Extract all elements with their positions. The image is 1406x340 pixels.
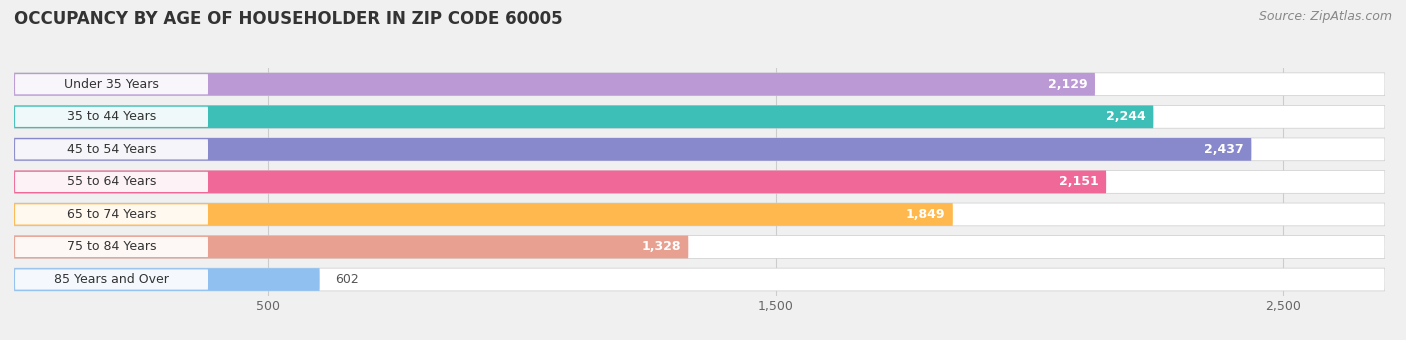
Text: OCCUPANCY BY AGE OF HOUSEHOLDER IN ZIP CODE 60005: OCCUPANCY BY AGE OF HOUSEHOLDER IN ZIP C… [14, 10, 562, 28]
Text: 2,437: 2,437 [1204, 143, 1244, 156]
FancyBboxPatch shape [14, 268, 1385, 291]
FancyBboxPatch shape [15, 204, 208, 224]
Text: Under 35 Years: Under 35 Years [65, 78, 159, 91]
Text: 2,244: 2,244 [1107, 110, 1146, 123]
FancyBboxPatch shape [15, 74, 208, 95]
FancyBboxPatch shape [15, 237, 208, 257]
Text: 1,849: 1,849 [905, 208, 945, 221]
Text: 2,129: 2,129 [1047, 78, 1087, 91]
Text: 45 to 54 Years: 45 to 54 Years [67, 143, 156, 156]
Text: 602: 602 [335, 273, 359, 286]
FancyBboxPatch shape [14, 236, 1385, 258]
FancyBboxPatch shape [14, 268, 319, 291]
Text: 55 to 64 Years: 55 to 64 Years [67, 175, 156, 188]
FancyBboxPatch shape [14, 73, 1385, 96]
FancyBboxPatch shape [14, 105, 1153, 128]
FancyBboxPatch shape [15, 172, 208, 192]
FancyBboxPatch shape [14, 138, 1385, 161]
FancyBboxPatch shape [14, 105, 1385, 128]
Text: 2,151: 2,151 [1059, 175, 1098, 188]
FancyBboxPatch shape [14, 171, 1385, 193]
FancyBboxPatch shape [15, 139, 208, 159]
FancyBboxPatch shape [15, 107, 208, 127]
Text: 65 to 74 Years: 65 to 74 Years [67, 208, 156, 221]
FancyBboxPatch shape [15, 269, 208, 290]
Text: Source: ZipAtlas.com: Source: ZipAtlas.com [1258, 10, 1392, 23]
FancyBboxPatch shape [14, 236, 689, 258]
Text: 35 to 44 Years: 35 to 44 Years [67, 110, 156, 123]
FancyBboxPatch shape [14, 171, 1107, 193]
Text: 1,328: 1,328 [641, 240, 681, 254]
FancyBboxPatch shape [14, 73, 1095, 96]
Text: 85 Years and Over: 85 Years and Over [53, 273, 169, 286]
Text: 75 to 84 Years: 75 to 84 Years [67, 240, 156, 254]
FancyBboxPatch shape [14, 203, 1385, 226]
FancyBboxPatch shape [14, 203, 953, 226]
FancyBboxPatch shape [14, 138, 1251, 161]
